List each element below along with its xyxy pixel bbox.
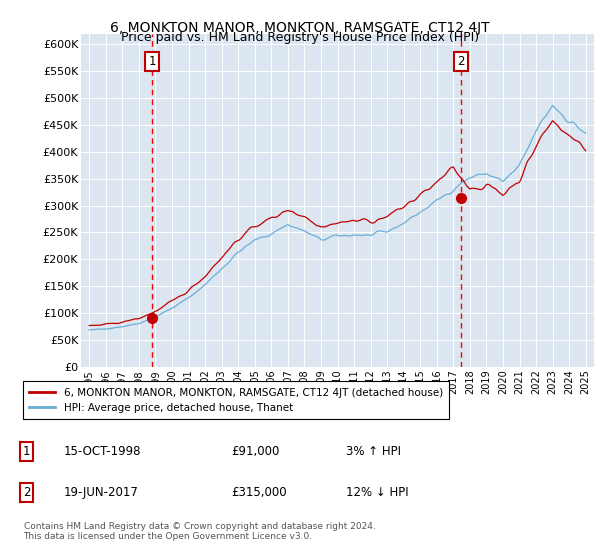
Text: 12% ↓ HPI: 12% ↓ HPI bbox=[346, 486, 409, 498]
Text: Contains HM Land Registry data © Crown copyright and database right 2024.
This d: Contains HM Land Registry data © Crown c… bbox=[23, 522, 375, 542]
Text: 1: 1 bbox=[23, 445, 30, 458]
Text: 19-JUN-2017: 19-JUN-2017 bbox=[64, 486, 139, 498]
Text: 1: 1 bbox=[148, 55, 156, 68]
Text: 3% ↑ HPI: 3% ↑ HPI bbox=[346, 445, 401, 458]
Text: 2: 2 bbox=[457, 55, 465, 68]
Text: 15-OCT-1998: 15-OCT-1998 bbox=[64, 445, 142, 458]
Text: 6, MONKTON MANOR, MONKTON, RAMSGATE, CT12 4JT: 6, MONKTON MANOR, MONKTON, RAMSGATE, CT1… bbox=[110, 21, 490, 35]
Text: Price paid vs. HM Land Registry's House Price Index (HPI): Price paid vs. HM Land Registry's House … bbox=[121, 31, 479, 44]
Text: £315,000: £315,000 bbox=[231, 486, 287, 498]
Text: £91,000: £91,000 bbox=[231, 445, 279, 458]
Text: 2: 2 bbox=[23, 486, 30, 498]
Legend: 6, MONKTON MANOR, MONKTON, RAMSGATE, CT12 4JT (detached house), HPI: Average pri: 6, MONKTON MANOR, MONKTON, RAMSGATE, CT1… bbox=[23, 381, 449, 419]
